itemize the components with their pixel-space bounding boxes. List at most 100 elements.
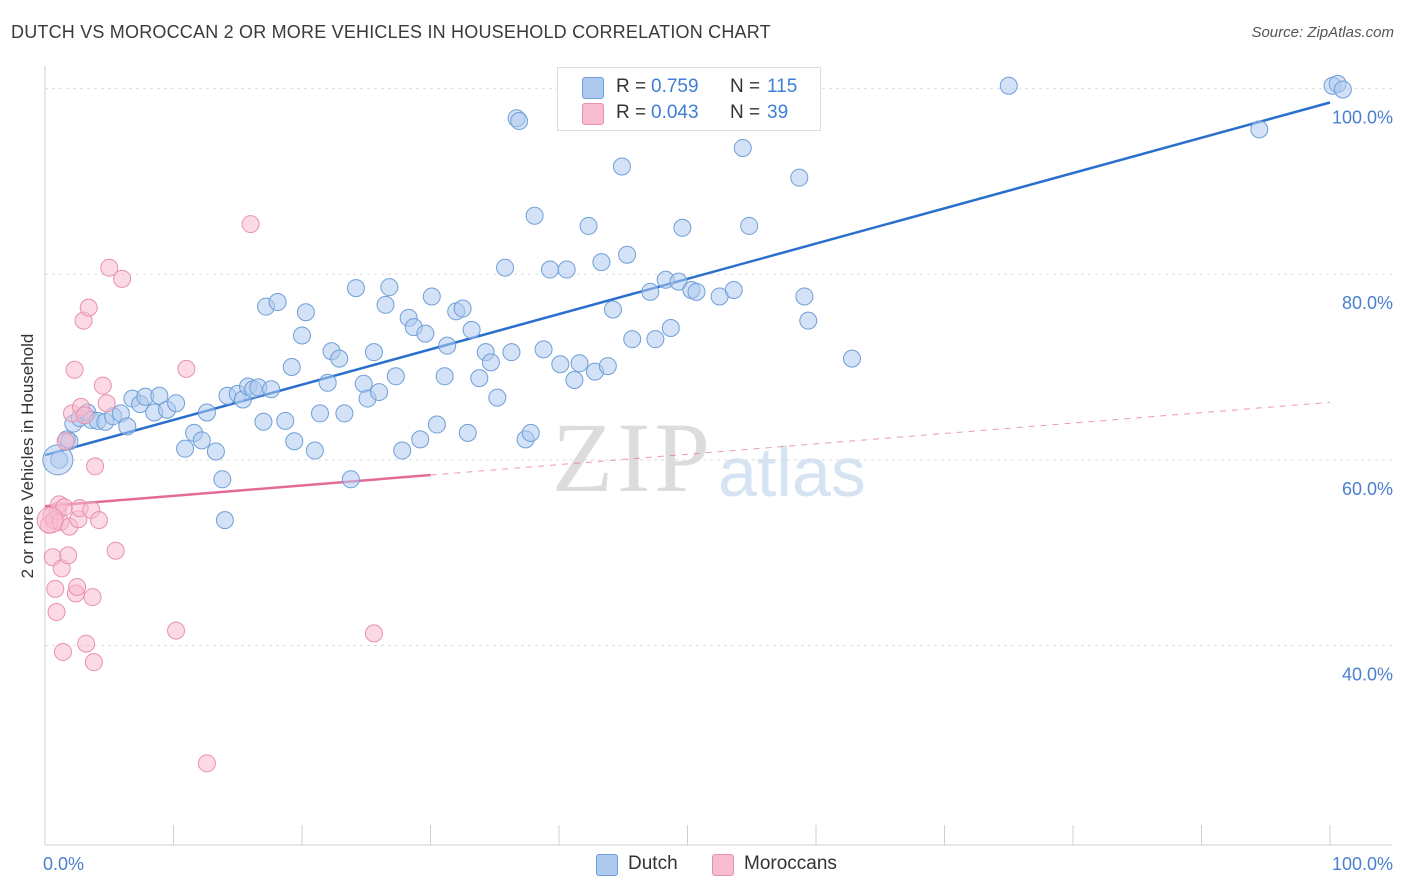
dutch-point: [427, 415, 446, 434]
axes: [44, 66, 1392, 846]
trend-lines: [44, 101, 1331, 508]
n-value: 39: [767, 102, 789, 123]
dutch-point: [213, 470, 232, 489]
dutch-point: [354, 374, 373, 393]
n-label: N =: [730, 102, 761, 123]
moroccan-point: [68, 577, 87, 596]
y-tick-label: 100.0%: [1332, 108, 1393, 128]
dutch-label: Dutch: [628, 853, 678, 874]
grid-lines: [45, 88, 1392, 646]
dutch-point: [411, 430, 430, 449]
dutch-point: [167, 394, 186, 413]
dutch-point: [370, 383, 389, 402]
dutch-point: [458, 423, 477, 442]
moroccan-point: [83, 588, 102, 607]
dutch-point: [310, 404, 329, 423]
dutch-point: [733, 138, 752, 157]
x-tick-label: 100.0%: [1332, 854, 1393, 874]
source-credit: Source: ZipAtlas.com: [1251, 24, 1394, 41]
dutch-point: [318, 373, 337, 392]
dutch-point: [496, 258, 515, 277]
correlation-legend: R = 0.759 N = 115 R = 0.043 N = 39: [557, 67, 821, 131]
dutch-points: [42, 74, 1352, 530]
moroccan-points: [36, 215, 383, 773]
dutch-point: [330, 349, 349, 368]
dutch-point: [842, 349, 861, 368]
dutch-point: [795, 287, 814, 306]
dutch-point: [376, 295, 395, 314]
dutch-swatch: [596, 854, 618, 876]
dutch-point: [268, 293, 287, 312]
dutch-point: [296, 303, 315, 322]
dutch-point: [197, 403, 216, 422]
r-label: R =: [616, 102, 647, 123]
dutch-point: [380, 278, 399, 297]
n-label: N =: [730, 76, 761, 97]
moroccan-point: [86, 457, 105, 476]
dutch-point: [192, 431, 211, 450]
dutch-point: [254, 412, 273, 431]
dutch-point: [612, 157, 631, 176]
moroccan-point: [97, 394, 116, 413]
dutch-swatch: [582, 77, 604, 99]
moroccan-point: [106, 541, 125, 560]
dutch-point: [525, 206, 544, 225]
dutch-point: [570, 354, 589, 373]
dutch-point: [687, 282, 706, 301]
moroccans-label: Moroccans: [744, 853, 837, 874]
n-value: 115: [767, 76, 798, 97]
dutch-point: [118, 417, 137, 436]
dutch-point: [215, 511, 234, 530]
dutch-point: [453, 299, 472, 318]
y-tick-label: 80.0%: [1342, 293, 1393, 313]
dutch-point: [579, 216, 598, 235]
dutch-point: [541, 260, 560, 279]
moroccan-swatch: [712, 854, 734, 876]
moroccan-point: [241, 215, 260, 234]
dutch-point: [282, 358, 301, 377]
dutch-point: [285, 432, 304, 451]
moroccan-swatch: [582, 103, 604, 125]
moroccan-point: [93, 376, 112, 395]
x-tick-label: 0.0%: [43, 854, 84, 874]
dutch-point: [462, 320, 481, 339]
dutch-point: [176, 439, 195, 458]
moroccan-point-cluster: [36, 506, 64, 534]
moroccan-point: [167, 621, 186, 640]
moroccan-point: [56, 432, 75, 451]
dutch-point: [669, 272, 688, 291]
r-value: 0.043: [651, 102, 699, 123]
moroccan-point: [79, 298, 98, 317]
y-tick-label: 40.0%: [1342, 664, 1393, 684]
dutch-point: [510, 112, 529, 131]
dutch-point: [305, 441, 324, 460]
moroccan-point: [77, 634, 96, 653]
moroccan-point: [89, 511, 108, 530]
dutch-point: [481, 353, 500, 372]
moroccan-point: [75, 406, 94, 425]
dutch-point: [393, 441, 412, 460]
dutch-point: [740, 216, 759, 235]
r-value: 0.759: [651, 76, 699, 97]
moroccan-point: [113, 269, 132, 288]
dutch-point: [276, 411, 295, 430]
dutch-point: [724, 280, 743, 299]
dutch-point: [346, 279, 365, 298]
y-tick-label: 60.0%: [1342, 479, 1393, 499]
dutch-point: [999, 76, 1018, 95]
dutch-point: [790, 168, 809, 187]
dutch-point: [150, 386, 169, 405]
dutch-point: [416, 324, 435, 343]
dutch-point: [661, 319, 680, 338]
dutch-point: [206, 442, 225, 461]
chart-title: DUTCH VS MOROCCAN 2 OR MORE VEHICLES IN …: [11, 22, 771, 42]
moroccan-point: [59, 546, 78, 565]
dutch-trend-line: [44, 101, 1331, 457]
dutch-point: [618, 245, 637, 264]
dutch-point: [1333, 80, 1352, 99]
dutch-point: [592, 253, 611, 272]
r-label: R =: [616, 76, 647, 97]
dutch-point: [623, 330, 642, 349]
watermark-zip: ZIP: [552, 402, 714, 513]
